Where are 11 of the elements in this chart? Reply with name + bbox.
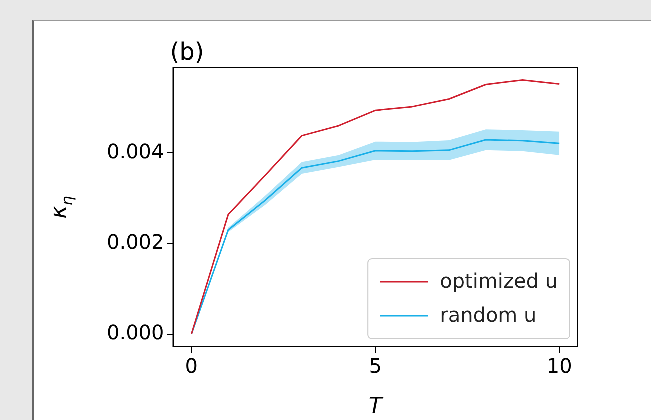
y-tick-label: 0.000 xyxy=(106,320,164,345)
x-axis-title: T xyxy=(368,394,384,419)
legend-label: random u xyxy=(440,303,537,328)
x-tick-label: 5 xyxy=(369,354,382,378)
x-tick-label: 10 xyxy=(546,354,572,378)
legend-label: optimized u xyxy=(440,269,558,294)
y-tick-label: 0.004 xyxy=(106,139,164,164)
chart-title: (b) xyxy=(170,38,204,66)
y-axis-title: κη xyxy=(47,196,77,219)
x-tick-label: 0 xyxy=(185,354,198,378)
y-tick-label: 0.002 xyxy=(106,230,164,254)
